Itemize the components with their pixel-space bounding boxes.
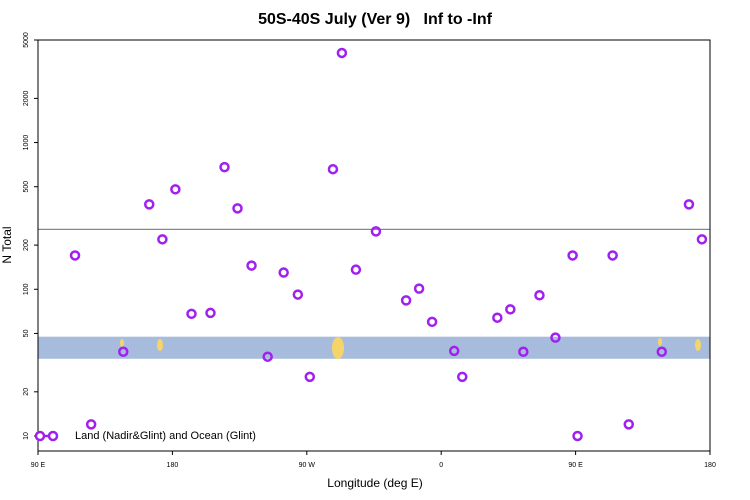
point xyxy=(623,419,635,430)
point xyxy=(118,346,129,358)
y-tick-label: 200 xyxy=(23,239,30,251)
point xyxy=(370,226,382,237)
x-axis-label: Longitude (deg E) xyxy=(327,476,422,490)
x-tick-label: 0 xyxy=(439,462,443,469)
point xyxy=(696,234,708,245)
point xyxy=(304,371,316,383)
point xyxy=(292,289,304,300)
point xyxy=(457,371,468,383)
point xyxy=(400,295,412,306)
point xyxy=(448,345,460,357)
x-tick-label: 90 E xyxy=(568,462,583,469)
legend-marker xyxy=(34,430,46,442)
point xyxy=(205,307,216,319)
y-tick-label: 10 xyxy=(23,432,30,440)
point xyxy=(262,351,273,362)
point xyxy=(550,332,561,343)
point xyxy=(683,199,695,210)
y-tick-label: 2000 xyxy=(23,90,30,106)
x-tick-label: 90 W xyxy=(299,462,316,469)
point xyxy=(426,316,438,328)
point xyxy=(492,312,503,323)
point xyxy=(534,290,545,301)
point xyxy=(336,47,348,59)
y-tick-label: 5000 xyxy=(23,32,30,48)
point xyxy=(85,419,97,430)
point xyxy=(572,430,583,442)
y-tick-label: 50 xyxy=(23,329,30,337)
point xyxy=(505,304,516,315)
y-tick-label: 1000 xyxy=(23,135,30,151)
legend-marker xyxy=(47,430,59,442)
point xyxy=(656,346,668,358)
point xyxy=(413,283,425,294)
land-decoration xyxy=(120,337,701,359)
point xyxy=(157,234,168,245)
point xyxy=(350,264,362,275)
point xyxy=(278,267,289,278)
y-tick-label: 20 xyxy=(23,388,30,396)
x-tick-label: 180 xyxy=(704,462,716,469)
plot-frame xyxy=(37,39,711,452)
point xyxy=(567,250,578,261)
point xyxy=(327,163,339,175)
point xyxy=(232,203,243,214)
point xyxy=(170,184,181,195)
point xyxy=(144,199,155,210)
y-tick-label: 500 xyxy=(23,181,30,193)
point xyxy=(69,250,81,261)
point xyxy=(607,250,618,261)
point xyxy=(246,260,257,271)
x-tick-label: 180 xyxy=(167,462,179,469)
y-axis-label: N Total xyxy=(0,226,14,263)
reference-band xyxy=(38,336,710,359)
y-tick-label: 100 xyxy=(23,283,30,295)
x-tick-label: 90 E xyxy=(31,462,46,469)
legend-label: Land (Nadir&Glint) and Ocean (Glint) xyxy=(75,430,256,442)
point xyxy=(219,161,230,173)
point xyxy=(186,308,197,320)
point xyxy=(518,346,529,358)
chart-title: 50S-40S July (Ver 9) Inf to -Inf xyxy=(258,11,493,28)
